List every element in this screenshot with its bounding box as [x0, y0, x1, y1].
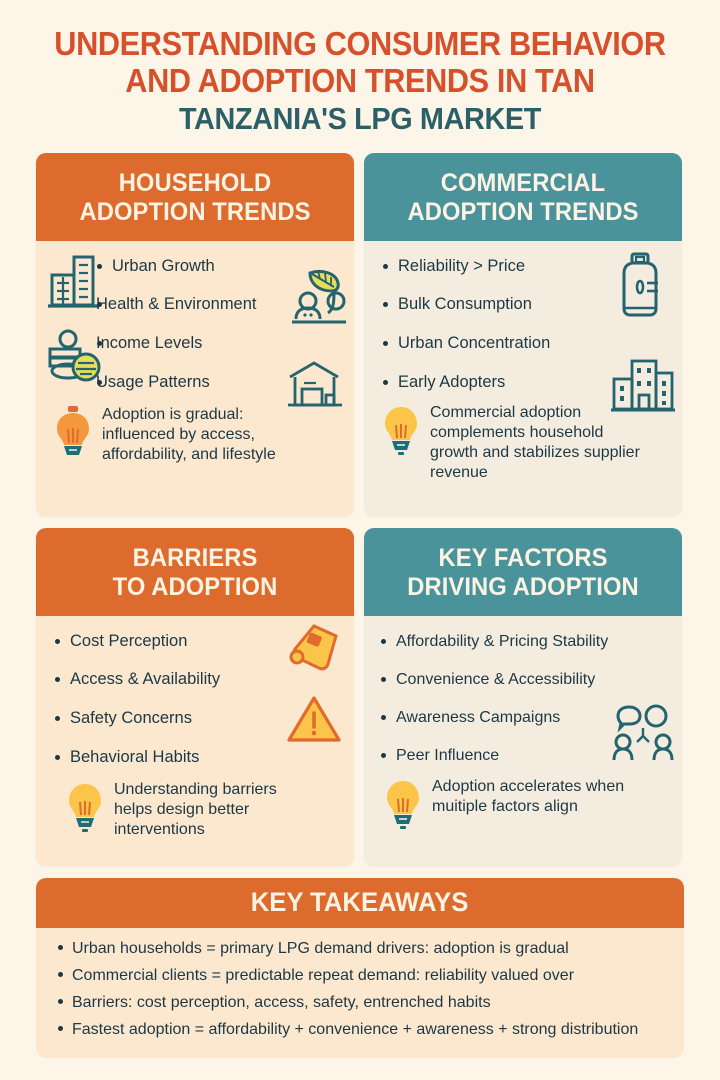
list-item: Peer Influence [380, 746, 666, 765]
list-item: Urban Growth [96, 257, 338, 277]
list-item: Early Adopters [382, 373, 666, 393]
list-item: Income Levels [96, 334, 338, 354]
list-item: Access & Availability [54, 670, 338, 690]
note-text: Understanding barriers helps design bett… [114, 780, 277, 838]
bullet-list-barriers: Cost Perception Access & Availability Sa… [54, 632, 338, 768]
coins-icon [46, 329, 104, 390]
card-header-line-2: ADOPTION TRENDS [407, 197, 639, 226]
card-body-key-factors: Affordability & Pricing Stability Conven… [364, 615, 682, 866]
list-item: Urban households = primary LPG demand dr… [56, 938, 670, 959]
note-key-factors: Adoption accelerates when muitiple facto… [380, 777, 666, 836]
card-key-factors-driving-adoption: KEY FACTORS DRIVING ADOPTION [364, 527, 682, 866]
list-item: Fastest adoption = affordability + conve… [56, 1019, 670, 1040]
list-item: Usage Patterns [96, 373, 338, 393]
note-commercial: Commercial adoption complements househol… [382, 403, 666, 483]
bullet-list-household: Urban Growth Health & Environment Income… [54, 257, 338, 393]
list-item: Affordability & Pricing Stability [380, 632, 666, 651]
lightbulb-icon [384, 777, 422, 836]
note-text: Commercial adoption complements househol… [430, 403, 640, 481]
card-header-barriers: BARRIERS TO ADOPTION [36, 527, 354, 616]
bullet-list-key-factors: Affordability & Pricing Stability Conven… [380, 632, 666, 766]
card-barriers-to-adoption: BARRIERS TO ADOPTION [36, 527, 354, 866]
card-header-line-1: HOUSEHOLD [118, 168, 272, 197]
card-commercial-adoption-trends: COMMERCIAL ADOPTION TRENDS [364, 152, 682, 516]
bullet-list-commercial: Reliability > Price Bulk Consumption Urb… [382, 257, 666, 393]
card-header-commercial: COMMERCIAL ADOPTION TRENDS [364, 152, 682, 241]
note-household: Adoption is gradual: influenced by acces… [54, 405, 338, 465]
card-header-household: HOUSEHOLD ADOPTION TRENDS [36, 152, 354, 241]
plant-person-icon [288, 257, 350, 330]
list-item: Convenience & Accessibility [380, 670, 666, 689]
card-body-household: Urban Growth Health & Environment Income… [36, 240, 354, 516]
note-barriers: Understanding barriers helps design bett… [54, 780, 338, 840]
house-icon [286, 359, 344, 416]
list-item: Urban Concentration [382, 334, 666, 354]
card-header-line-2: TO ADOPTION [112, 572, 278, 601]
list-item: Reliability > Price [382, 257, 666, 277]
list-item: Health & Environment [96, 295, 338, 315]
office-buildings-icon [610, 359, 676, 420]
key-takeaways-title: KEY TAKEAWAYS [251, 886, 469, 917]
lightbulb-icon [54, 405, 92, 464]
list-item: Commercial clients = predictable repeat … [56, 965, 670, 986]
title-line-2: AND ADOPTION TRENDS IN TAN [125, 61, 595, 99]
page-title: UNDERSTANDING CONSUMER BEHAVIOR AND ADOP… [0, 0, 720, 143]
list-item: Behavioral Habits [54, 748, 338, 768]
warning-triangle-icon [286, 694, 342, 749]
card-household-adoption-trends: HOUSEHOLD ADOPTION TRENDS [36, 152, 354, 516]
title-line-3: TANZANIA'S LPG MARKET [178, 100, 542, 136]
card-header-key-factors: KEY FACTORS DRIVING ADOPTION [364, 527, 682, 616]
card-header-line-1: COMMERCIAL [440, 168, 606, 197]
list-item: Bulk Consumption [382, 295, 666, 315]
note-text: Adoption accelerates when muitiple facto… [432, 778, 625, 816]
card-header-line-1: KEY FACTORS [438, 543, 608, 572]
key-takeaways-list: Urban households = primary LPG demand dr… [36, 928, 684, 1058]
list-item: Safety Concerns [54, 709, 338, 729]
key-takeaways-header: KEY TAKEAWAYS [36, 877, 684, 928]
people-network-icon [612, 702, 674, 769]
price-tag-icon [284, 622, 344, 683]
lightbulb-icon [66, 780, 104, 839]
title-line-1: UNDERSTANDING CONSUMER BEHAVIOR [54, 25, 666, 62]
list-item: Cost Perception [54, 632, 338, 652]
cards-grid: HOUSEHOLD ADOPTION TRENDS [0, 152, 720, 866]
buildings-icon [46, 253, 102, 316]
gas-cylinder-icon [612, 251, 668, 328]
card-header-line-2: ADOPTION TRENDS [79, 197, 311, 226]
lightbulb-icon [382, 403, 420, 462]
note-text: Adoption is gradual: influenced by acces… [102, 405, 276, 463]
card-body-barriers: Cost Perception Access & Availability Sa… [36, 615, 354, 866]
card-body-commercial: Reliability > Price Bulk Consumption Urb… [364, 240, 682, 516]
list-item: Awareness Campaigns [380, 708, 666, 727]
list-item: Barriers: cost perception, access, safet… [56, 992, 670, 1013]
card-header-line-2: DRIVING ADOPTION [407, 572, 639, 601]
card-header-line-1: BARRIERS [132, 543, 258, 572]
key-takeaways-section: KEY TAKEAWAYS Urban households = primary… [36, 877, 684, 1059]
